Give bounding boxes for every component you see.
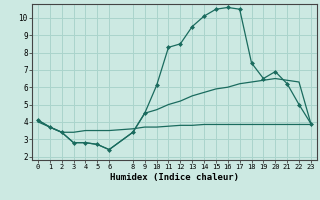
X-axis label: Humidex (Indice chaleur): Humidex (Indice chaleur) <box>110 173 239 182</box>
